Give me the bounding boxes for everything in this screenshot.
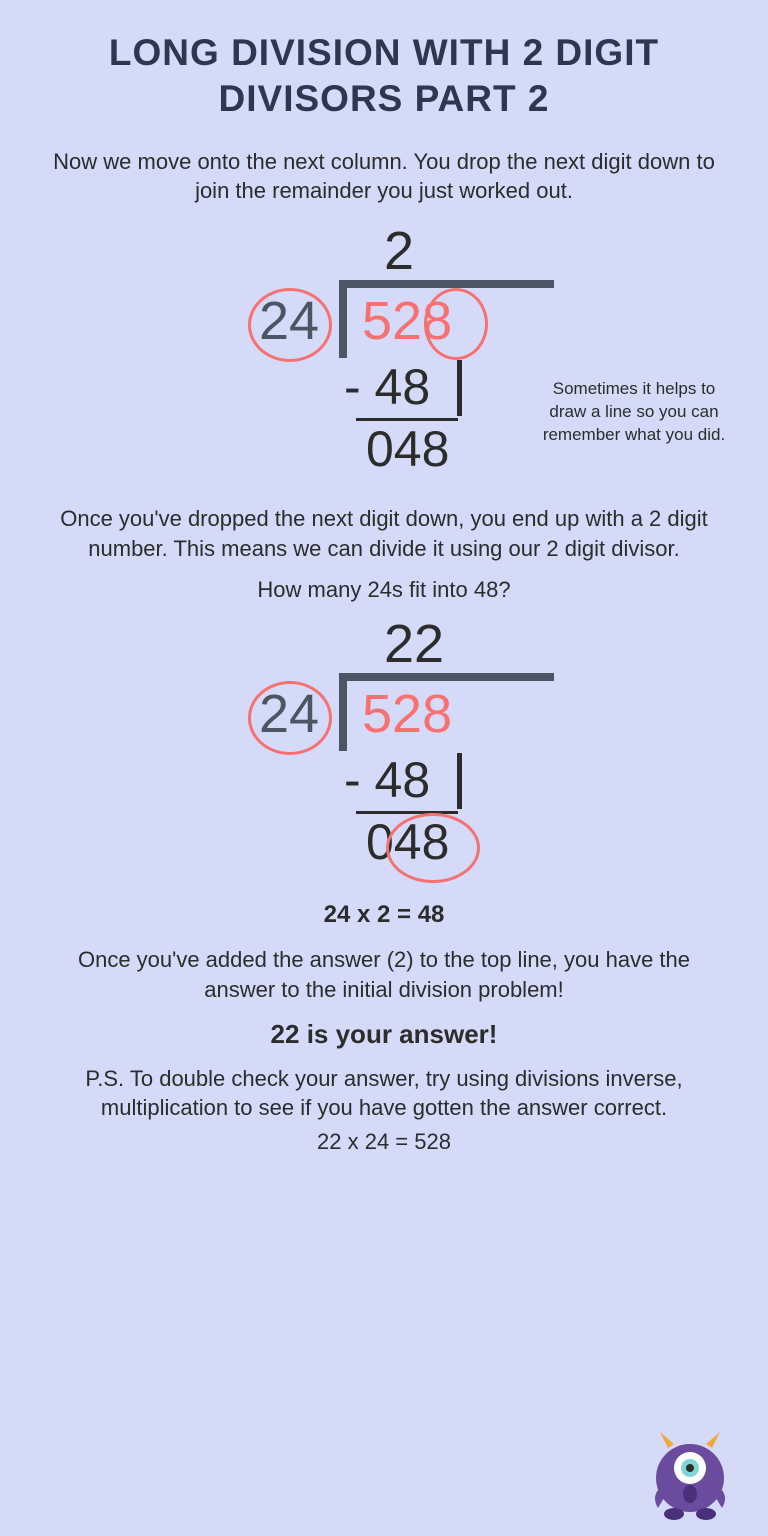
diagram-2: 22 24 528 - 48 048 [124, 613, 644, 885]
d1-divisor-circle [248, 288, 332, 362]
page-title: LONG DIVISION WITH 2 DIGIT DIVISORS PART… [40, 30, 728, 123]
equation: 24 x 2 = 48 [40, 901, 728, 929]
d2-dividend: 528 [362, 683, 452, 745]
d1-quotient: 2 [384, 220, 414, 282]
d2-quotient: 22 [384, 613, 444, 675]
d1-eight-circle [424, 288, 488, 360]
d2-result-circle [386, 813, 480, 883]
question-text: How many 24s fit into 48? [40, 577, 728, 603]
diagram-1: 2 24 528 - 48 048 [124, 220, 644, 488]
d1-bracket-top [339, 280, 554, 288]
d2-bracket-side [339, 673, 347, 751]
monster-icon [640, 1420, 740, 1520]
answer-text: 22 is your answer! [40, 1019, 728, 1050]
side-note: Sometimes it helps to draw a line so you… [534, 378, 734, 447]
check-text: 22 x 24 = 528 [50, 1127, 718, 1157]
mid-text: Once you've dropped the next digit down,… [50, 504, 718, 563]
ps-text: P.S. To double check your answer, try us… [50, 1064, 718, 1123]
d1-result: 048 [366, 420, 449, 478]
d1-sub: - 48 [344, 358, 430, 416]
intro-text: Now we move onto the next column. You dr… [50, 147, 718, 206]
d2-divisor-circle [248, 681, 332, 755]
d2-sub: - 48 [344, 751, 430, 809]
conclusion-text: Once you've added the answer (2) to the … [50, 945, 718, 1004]
d2-drop-line [457, 753, 462, 809]
d2-bracket-top [339, 673, 554, 681]
d1-bracket-side [339, 280, 347, 358]
d1-drop-line [457, 360, 462, 416]
